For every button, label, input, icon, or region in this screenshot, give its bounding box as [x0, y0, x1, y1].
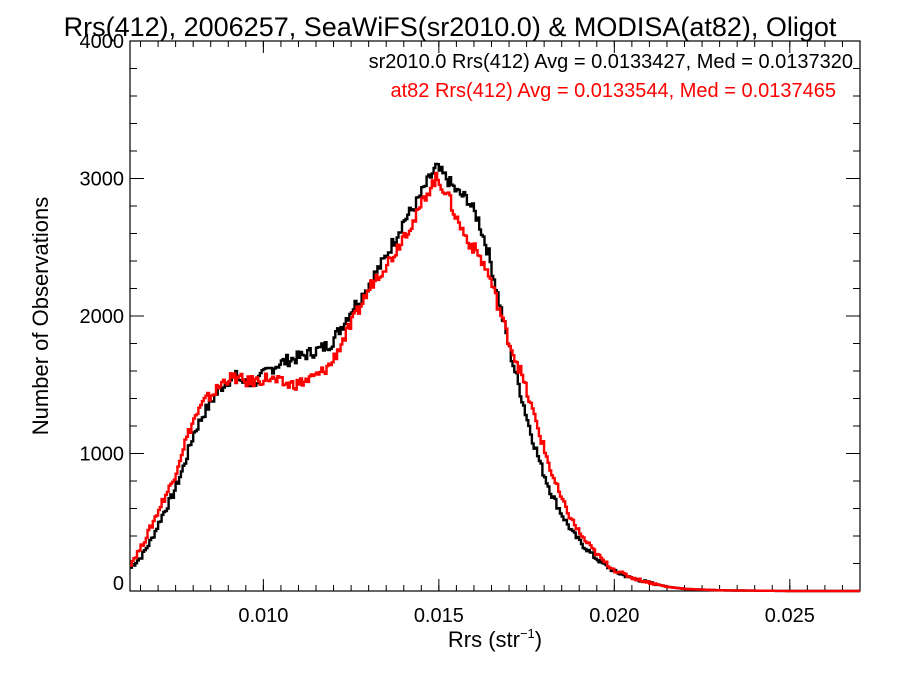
y-tick-label: 0	[113, 573, 124, 595]
x-axis-label-superscript: −1	[520, 626, 535, 641]
x-tick-label: 0.020	[589, 605, 639, 627]
y-axis-label: Number of Observations	[28, 197, 53, 435]
y-tick-labels: 0 1000 2000 3000 4000	[80, 31, 125, 595]
chart-title: Rrs(412), 2006257, SeaWiFS(sr2010.0) & M…	[64, 12, 837, 42]
plot-frame	[129, 40, 861, 592]
y-tick-label: 4000	[80, 31, 125, 53]
minor-ticks	[130, 41, 861, 591]
x-tick-label: 0.010	[238, 605, 288, 627]
red-series-line	[130, 171, 860, 593]
x-tick-labels: 0.010 0.015 0.020 0.025	[238, 605, 815, 627]
x-tick-label: 0.025	[765, 605, 815, 627]
series-layer	[130, 162, 860, 593]
x-axis-label: Rrs (str−1)	[448, 626, 542, 652]
major-ticks	[130, 40, 860, 592]
y-tick-label: 3000	[80, 169, 125, 191]
x-axis-label-main: Rrs (str	[448, 627, 520, 652]
annotation-red: at82 Rrs(412) Avg = 0.0133544, Med = 0.0…	[390, 80, 836, 102]
y-tick-label: 2000	[80, 306, 125, 328]
x-axis-label-close: )	[535, 627, 542, 652]
annotation-black: sr2010.0 Rrs(412) Avg = 0.0133427, Med =…	[369, 51, 853, 73]
x-tick-label: 0.015	[414, 605, 464, 627]
y-tick-label: 1000	[80, 444, 125, 466]
